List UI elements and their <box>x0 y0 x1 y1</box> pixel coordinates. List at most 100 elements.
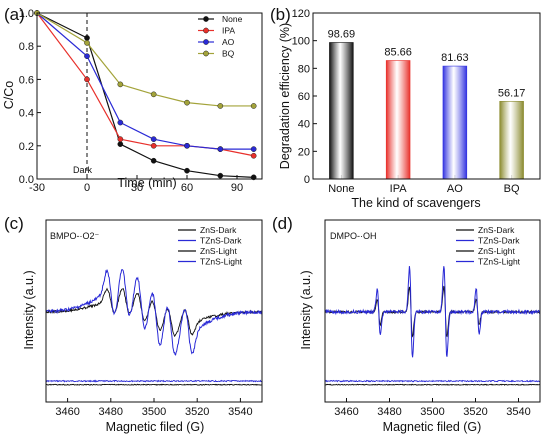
panel-b-xtick-label: IPA <box>390 183 408 195</box>
panel-c-legend-label: TZnS-Dark <box>200 236 242 246</box>
panel-a-legend-marker <box>203 50 209 57</box>
panel-c-frame <box>45 219 263 403</box>
panel-a-ylabel: C/Co <box>2 81 16 110</box>
panel-a-xtick-label: -30 <box>29 182 45 194</box>
panel-a-point-None <box>184 167 190 174</box>
panel-c-series-TZnS-Light <box>45 269 263 356</box>
panel-a-xtick-label: 0 <box>84 182 90 194</box>
panel-b-xtick-label: None <box>328 183 354 195</box>
panel-a-point-BQ <box>250 103 257 109</box>
panel-b-ytick-label: 40 <box>298 119 310 131</box>
panel-d-ticks: 3460 3480 3500 3520 3540 <box>334 398 531 418</box>
panel-b-ytick-label: 100 <box>292 36 310 48</box>
panel-b-ticks: 0 20 40 60 80 100 120 None IPA AO BQ <box>292 8 520 195</box>
panel-a-point-AO <box>150 136 157 143</box>
panel-c-ylabel: Intensity (a.u.) <box>22 270 36 349</box>
panel-b-value-label: 56.17 <box>498 87 526 99</box>
panel-c-series-TZnS-Dark <box>45 379 263 383</box>
panel-b-ytick-label: 80 <box>298 63 310 75</box>
panel-a-point-BQ <box>150 91 157 98</box>
panel-c-xtick-label: 3540 <box>228 406 252 418</box>
panel-a-point-None <box>150 157 157 164</box>
panel-d-legend-label: ZnS-Light <box>478 246 515 256</box>
panel-b-value-label: 81.63 <box>441 52 469 64</box>
panel-a-label: (a) <box>4 5 25 24</box>
panel-d-xtick-label: 3480 <box>377 406 401 418</box>
panel-d-annotation: DMPO-·OH <box>330 231 377 241</box>
panel-a-xtick-label: 60 <box>181 182 193 194</box>
panel-c-plot <box>45 269 263 386</box>
panel-d-frame <box>324 219 541 403</box>
panel-d-legend-label: ZnS-Dark <box>478 225 515 235</box>
panel-a-plot <box>34 10 257 181</box>
panel-d-xtick-label: 3540 <box>506 406 530 418</box>
panel-a-point-AO <box>250 146 257 152</box>
panel-a-legend-label: AO <box>222 37 235 47</box>
panel-a-xtick-label: 30 <box>131 182 143 194</box>
panel-a-dark-annotation: Dark <box>73 165 93 175</box>
panel-d-series-ZnS-Dark <box>324 383 541 386</box>
panel-d-series-TZnS-Light <box>324 266 541 358</box>
panel-c-xtick-label: 3480 <box>99 406 123 418</box>
panel-d-xtick-label: 3500 <box>420 406 444 418</box>
panel-d-legend-label: TZnS-Dark <box>478 236 520 246</box>
panel-b-value-label: 85.66 <box>384 47 412 59</box>
panel-b-xtick-label: BQ <box>504 183 520 195</box>
panel-a-point-AO <box>84 53 90 60</box>
panel-a-ytick-label: 0.4 <box>19 108 34 120</box>
panel-d-legend-label: TZnS-Light <box>478 257 521 267</box>
panel-a-legend-marker <box>203 16 209 22</box>
panel-c-legend-label: ZnS-Light <box>200 246 237 256</box>
panel-a-point-None <box>117 141 124 147</box>
panel-c-xtick-label: 3500 <box>142 406 166 418</box>
panel-d-series-TZnS-Dark <box>324 379 541 383</box>
panel-a-point-AO <box>217 146 224 152</box>
panel-a-legend-label: IPA <box>222 26 235 36</box>
panel-a-point-BQ <box>184 99 190 106</box>
panel-c-label: (c) <box>4 214 24 233</box>
panel-c-xtick-label: 3520 <box>185 406 209 418</box>
panel-a-point-IPA <box>250 152 257 159</box>
panel-b-ylabel: Degradation efficiency (%) <box>278 23 292 169</box>
panel-a-xlabel: Time (min) <box>117 176 176 190</box>
panel-b-xtick-label: AO <box>447 183 463 195</box>
panel-b-frame <box>312 12 541 180</box>
panel-d-plot <box>324 266 541 386</box>
panel-d: (d) Intensity (a.u.) Magnetic filed (G) … <box>272 214 541 434</box>
panel-c-series-ZnS-Light <box>45 287 263 337</box>
panel-b-bar-None <box>329 42 354 180</box>
panel-a-ytick-label: 0.8 <box>19 41 34 53</box>
panel-b-bar-IPA <box>385 60 411 180</box>
panel-b-bar-BQ <box>499 100 524 180</box>
panel-a-ticks: -30 0 30 60 90 0.0 0.2 0.4 0.6 0.8 1.0 <box>19 8 243 194</box>
panel-a-legend-marker <box>203 27 209 34</box>
panel-a-ytick-label: 1.0 <box>19 8 34 20</box>
panel-a-xtick-label: 90 <box>231 182 243 194</box>
panel-a: (a) C/Co Time (min) -30 0 30 60 90 0.0 0.2 0.4 0… <box>2 5 263 194</box>
panel-a-ytick-label: 0.2 <box>19 141 34 153</box>
panel-d-xlabel: Magnetic filed (G) <box>383 420 482 434</box>
panel-b-ytick-label: 120 <box>292 8 310 20</box>
panel-c-ticks: 3460 3480 3500 3520 3540 <box>55 398 253 418</box>
panel-c-xtick-label: 3460 <box>55 406 79 418</box>
panel-b-label: (b) <box>270 5 291 24</box>
panel-a-legend-marker <box>203 39 209 45</box>
panel-a-point-AO <box>184 142 190 149</box>
panel-b-plot: 98.69 85.66 81.63 56.17 <box>328 28 526 180</box>
panel-d-ylabel: Intensity (a.u.) <box>299 270 313 349</box>
panel-c-annotation: BMPO-·O2⁻ <box>50 231 100 241</box>
panel-d-label: (d) <box>272 214 293 233</box>
panel-c-xlabel: Magnetic filed (G) <box>106 420 205 434</box>
panel-a-legend-label: None <box>222 14 243 24</box>
panel-a-legend-label: BQ <box>222 49 235 59</box>
panel-b-xlabel: The kind of scavengers <box>351 196 480 210</box>
panel-b-ytick-label: 20 <box>298 146 310 158</box>
panel-a-point-BQ <box>84 40 90 46</box>
panel-a-ytick-label: 0.6 <box>19 74 34 86</box>
panel-b: (b) Degradation efficiency (%) The kind … <box>270 5 541 210</box>
panel-c-series-ZnS-Dark <box>46 383 262 386</box>
